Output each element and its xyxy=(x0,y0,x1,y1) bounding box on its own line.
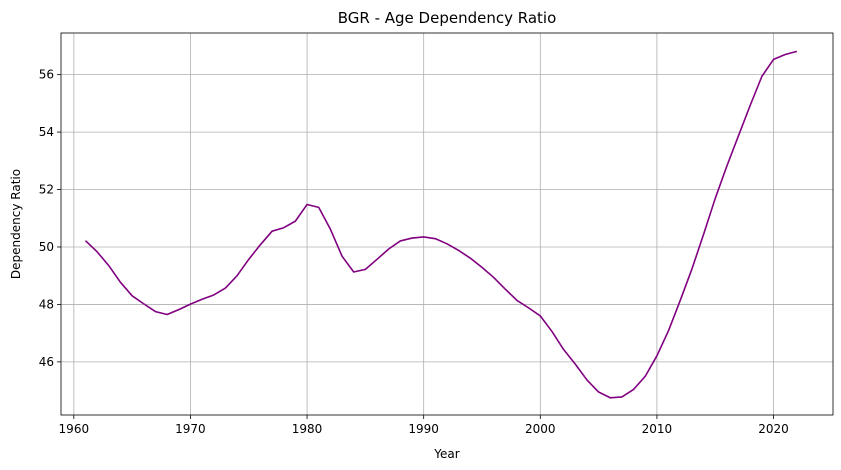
y-tick-label: 46 xyxy=(39,355,54,369)
y-tick-label: 52 xyxy=(39,183,54,197)
y-tick-label: 54 xyxy=(39,125,54,139)
chart-title: BGR - Age Dependency Ratio xyxy=(338,9,557,27)
series-line xyxy=(84,50,798,399)
plot-frame xyxy=(60,32,834,416)
y-axis: 46 48 50 52 54 56 xyxy=(39,68,61,369)
x-tick-label: 1980 xyxy=(292,422,323,436)
x-tick-label: 2020 xyxy=(758,422,789,436)
y-tick-label: 48 xyxy=(39,297,54,311)
x-tick-label: 2000 xyxy=(525,422,556,436)
y-tick-label: 50 xyxy=(39,240,54,254)
x-tick-label: 2010 xyxy=(642,422,673,436)
x-tick-label: 1990 xyxy=(408,422,439,436)
grid xyxy=(61,33,833,415)
x-axis: 1960 1970 1980 1990 2000 2010 2020 xyxy=(59,415,789,436)
y-tick-label: 56 xyxy=(39,68,54,82)
y-axis-label: Dependency Ratio xyxy=(9,169,23,279)
x-tick-label: 1960 xyxy=(59,422,90,436)
x-axis-label: Year xyxy=(433,447,459,461)
x-tick-label: 1970 xyxy=(175,422,206,436)
series-layer xyxy=(84,50,798,399)
